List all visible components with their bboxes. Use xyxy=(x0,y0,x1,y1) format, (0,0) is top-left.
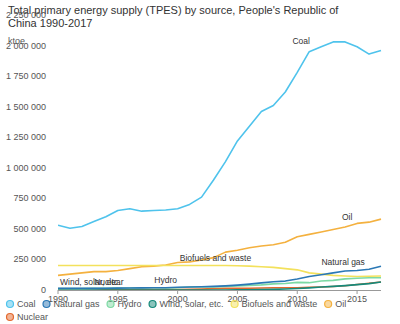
legend-label: Natural gas xyxy=(54,299,101,309)
legend-label: Coal xyxy=(17,299,36,309)
y-tick-label: 250 000 xyxy=(13,254,46,264)
legend-item: Natural gas xyxy=(43,299,100,309)
legend-label: Wind, solar, etc. xyxy=(160,299,224,309)
y-tick-label: 1 500 000 xyxy=(6,102,46,112)
series-annotation: Nuclear xyxy=(94,277,123,287)
chart-title: Total primary energy supply (TPES) by so… xyxy=(8,4,368,30)
series-line xyxy=(58,266,381,288)
legend-item: Hydro xyxy=(107,299,142,309)
y-tick-label: 2 000 000 xyxy=(6,41,46,51)
x-axis-line xyxy=(58,290,381,291)
y-tick-label: 1 000 000 xyxy=(6,163,46,173)
legend-swatch xyxy=(107,301,114,308)
y-tick-label: 500 000 xyxy=(13,224,46,234)
legend-label: Hydro xyxy=(118,299,142,309)
y-tick-label: 2 250 000 xyxy=(6,10,46,20)
series-line xyxy=(58,42,381,228)
chart-svg: ktoe0250 000500 000750 0001 000 0001 250… xyxy=(0,0,400,324)
legend-swatch xyxy=(325,301,332,308)
series-annotation: Oil xyxy=(342,212,353,222)
legend-swatch xyxy=(149,301,156,308)
legend-item: Coal xyxy=(7,299,36,309)
legend-swatch xyxy=(7,301,14,308)
legend-item: Nuclear xyxy=(7,312,49,322)
series-annotation: Natural gas xyxy=(321,257,364,267)
legend-item: Biofuels and waste xyxy=(231,299,317,309)
y-tick-label: 750 000 xyxy=(13,193,46,203)
series-annotation: Coal xyxy=(292,36,310,46)
series-annotation: Biofuels and waste xyxy=(180,253,252,263)
legend-item: Oil xyxy=(325,299,347,309)
x-tick-label: 2015 xyxy=(347,294,367,304)
legend-label: Oil xyxy=(335,299,346,309)
series-annotation: Hydro xyxy=(154,275,177,285)
legend-label: Biofuels and waste xyxy=(242,299,318,309)
y-tick-label: 1 250 000 xyxy=(6,132,46,142)
legend-swatch xyxy=(7,314,14,321)
y-tick-label: 1 750 000 xyxy=(6,71,46,81)
legend-label: Nuclear xyxy=(17,312,48,322)
plot-area xyxy=(58,42,381,290)
legend-item: Wind, solar, etc. xyxy=(149,299,224,309)
legend-swatch xyxy=(231,301,238,308)
series-line xyxy=(58,265,381,276)
y-tick-label: 0 xyxy=(41,285,46,295)
series-line xyxy=(58,219,381,275)
legend-swatch xyxy=(43,301,50,308)
